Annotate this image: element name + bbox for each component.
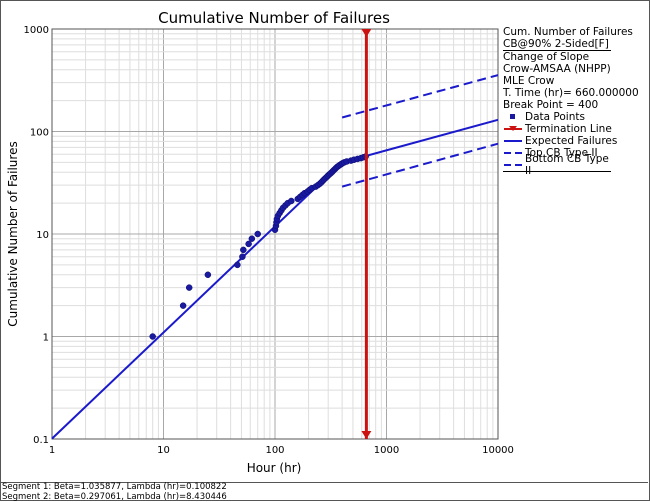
data-point bbox=[150, 334, 156, 340]
y-tick-label: 1000 bbox=[24, 25, 49, 36]
data-point bbox=[246, 241, 252, 247]
x-tick-label: 1000 bbox=[374, 445, 399, 456]
grid bbox=[52, 29, 498, 439]
data-point bbox=[205, 272, 211, 278]
y-tick-label: 10 bbox=[36, 230, 49, 241]
x-tick-label: 10000 bbox=[482, 445, 514, 456]
data-point bbox=[255, 231, 261, 237]
termination-top-marker bbox=[361, 29, 371, 37]
y-tick-label: 100 bbox=[30, 128, 49, 139]
y-tick-label: 0.1 bbox=[33, 435, 49, 446]
legend-label: Termination Line bbox=[525, 123, 612, 135]
legend-entry-data-points: Data Points bbox=[503, 111, 643, 123]
legend-title-line1: Cum. Number of Failures bbox=[503, 26, 643, 38]
dashed-line-icon bbox=[503, 147, 523, 159]
legend-title-line2: CB@90% 2-Sided[F] bbox=[503, 38, 611, 51]
legend-label: Expected Failures bbox=[525, 135, 617, 147]
x-tick-label: 100 bbox=[265, 445, 284, 456]
legend-entry-expected-failures: Expected Failures bbox=[503, 135, 643, 147]
data-point bbox=[180, 303, 186, 309]
data-point bbox=[249, 236, 255, 242]
legend-entry-bottom-cb: Bottom CB Type II bbox=[503, 159, 611, 172]
termination-bottom-marker bbox=[361, 431, 371, 439]
red-line-triangle-icon bbox=[503, 123, 523, 135]
y-tick-label: 1 bbox=[43, 333, 49, 344]
square-marker-icon bbox=[503, 111, 523, 123]
legend-label: Bottom CB Type II bbox=[525, 153, 611, 177]
data-point bbox=[186, 285, 192, 291]
data-point bbox=[234, 262, 240, 268]
legend-info-breakpoint: Break Point = 400 bbox=[503, 99, 643, 111]
legend-entry-termination-line: Termination Line bbox=[503, 123, 643, 135]
legend: Cum. Number of Failures CB@90% 2-Sided[F… bbox=[503, 26, 643, 172]
x-tick-label: 1 bbox=[49, 445, 55, 456]
solid-line-icon bbox=[503, 135, 523, 147]
dashed-line-icon bbox=[503, 159, 523, 171]
data-point bbox=[239, 254, 245, 260]
legend-info-slope: Change of Slope bbox=[503, 51, 643, 63]
x-axis-label: Hour (hr) bbox=[247, 461, 302, 475]
legend-label: Data Points bbox=[525, 111, 585, 123]
segment-footer: Segment 1: Beta=1.035877, Lambda (hr)=0.… bbox=[0, 482, 648, 502]
legend-info-time: T. Time (hr)= 660.000000 bbox=[503, 87, 643, 99]
data-point bbox=[240, 247, 246, 253]
chart-title: Cumulative Number of Failures bbox=[158, 9, 390, 27]
legend-info-method: MLE Crow bbox=[503, 75, 643, 87]
y-axis-label: Cumulative Number of Failures bbox=[6, 141, 20, 326]
data-point bbox=[288, 198, 294, 204]
legend-info-model: Crow-AMSAA (NHPP) bbox=[503, 63, 643, 75]
x-tick-label: 10 bbox=[157, 445, 170, 456]
